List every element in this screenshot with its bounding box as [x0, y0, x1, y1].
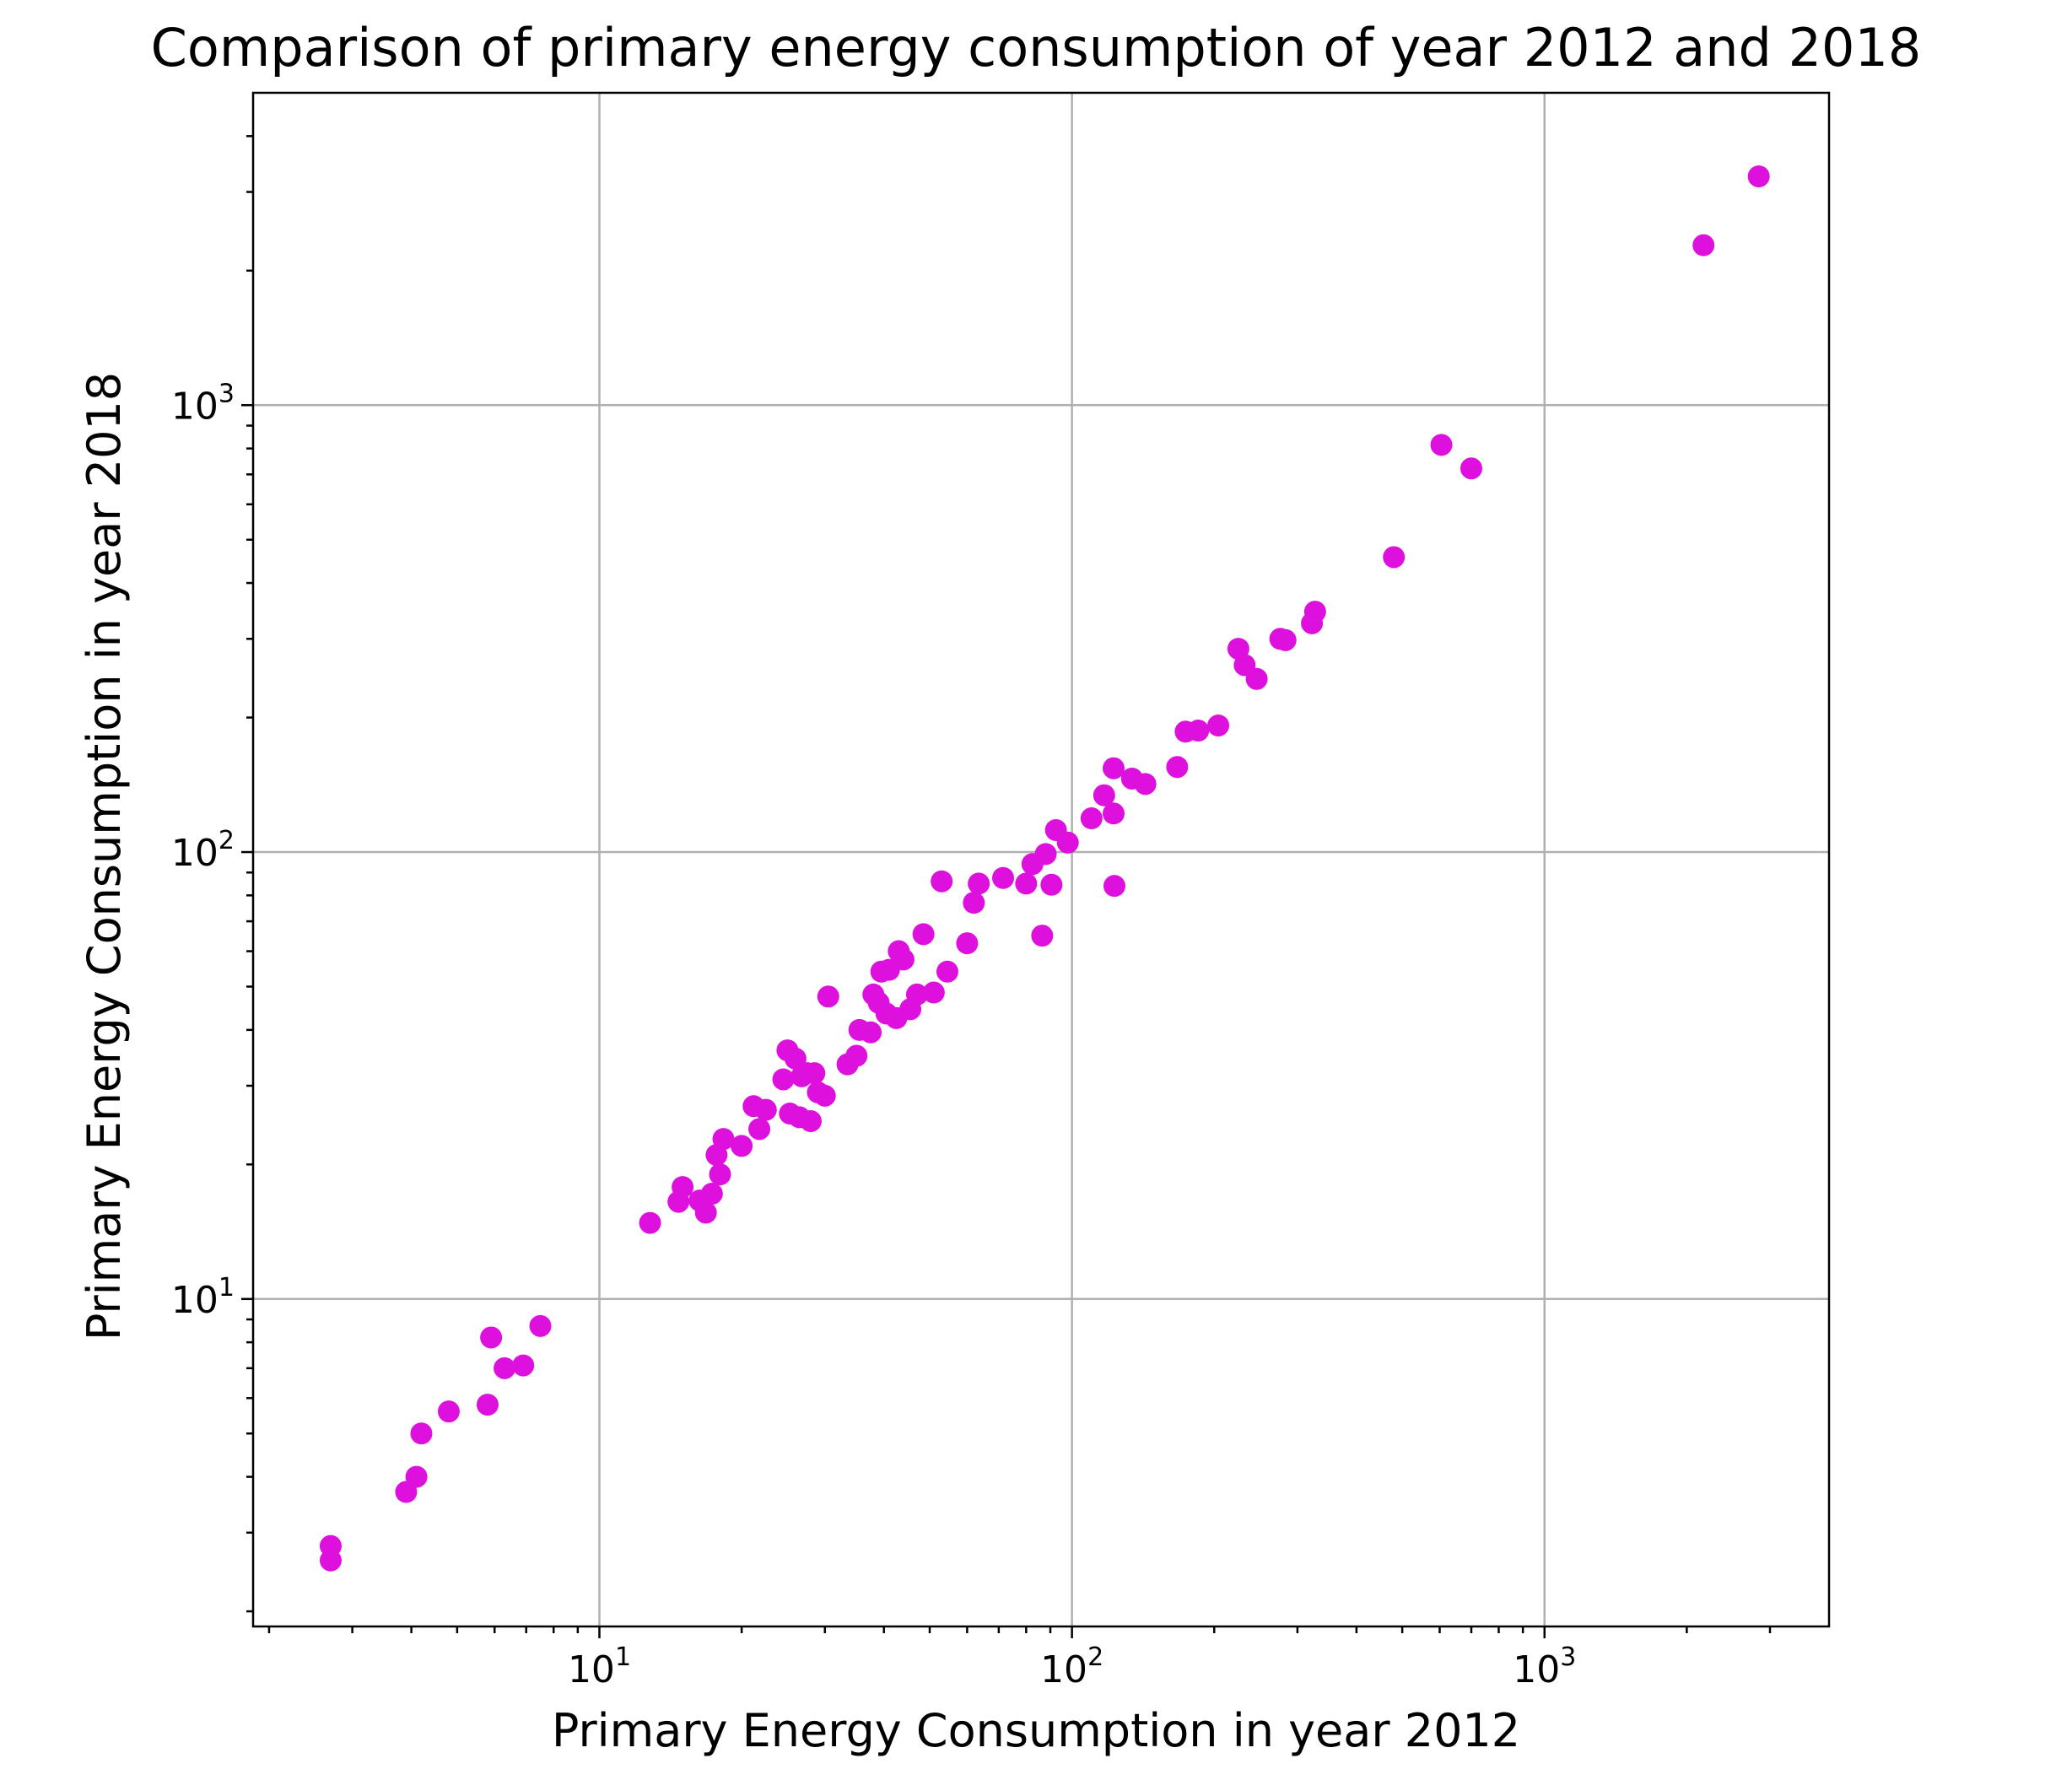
y-tick-exponent: 3: [219, 379, 235, 408]
x-tick-exponent: 3: [1560, 1642, 1576, 1672]
y-axis-label: Primary Energy Consumption in year 2018: [78, 372, 131, 1340]
x-axis-ticks: 101 102 103: [568, 1626, 1576, 1691]
data-point: [1015, 872, 1038, 895]
x-tick-label: 103: [1513, 1642, 1576, 1691]
data-point: [992, 866, 1015, 889]
data-point: [1747, 165, 1770, 188]
data-point: [813, 1084, 836, 1107]
data-point: [1166, 756, 1189, 779]
plot-frame: [251, 91, 1831, 1628]
data-point: [1187, 720, 1210, 742]
data-point: [709, 1163, 731, 1186]
y-tick-exponent: 1: [219, 1273, 235, 1303]
data-point: [817, 985, 839, 1008]
y-tick-exponent: 2: [219, 826, 235, 855]
data-point: [963, 892, 985, 914]
y-axis-ticks: 101 102 103: [171, 379, 253, 1322]
y-tick-label: 102: [171, 826, 235, 875]
x-tick-exponent: 2: [1087, 1642, 1103, 1672]
data-point: [731, 1135, 753, 1157]
data-point: [1102, 757, 1125, 779]
data-point: [860, 1021, 882, 1044]
data-point: [1692, 234, 1715, 256]
data-point: [1040, 873, 1063, 896]
data-point: [1080, 807, 1103, 830]
data-point: [672, 1176, 694, 1199]
chart-title: Comparison of primary energy consumption…: [151, 17, 1922, 78]
data-point: [319, 1549, 342, 1572]
data-point: [480, 1326, 503, 1349]
data-point: [1430, 434, 1453, 456]
data-point: [437, 1400, 460, 1423]
data-point: [1093, 784, 1115, 806]
data-points: [319, 165, 1770, 1572]
data-point: [1034, 843, 1057, 866]
data-point: [700, 1183, 723, 1206]
data-point: [892, 948, 915, 971]
minor-ticks: [246, 135, 1772, 1633]
data-point: [912, 923, 935, 946]
data-point: [512, 1354, 535, 1377]
data-point: [476, 1394, 499, 1416]
y-tick-label: 103: [171, 379, 235, 428]
data-point: [956, 932, 979, 955]
data-point: [1056, 831, 1079, 854]
data-point: [1103, 875, 1125, 898]
data-point: [494, 1357, 516, 1379]
data-point: [639, 1211, 661, 1234]
data-point: [529, 1314, 552, 1337]
data-point: [1383, 546, 1406, 569]
data-point: [1274, 628, 1297, 651]
data-point: [1031, 925, 1054, 947]
data-point: [1134, 773, 1157, 796]
data-point: [1303, 601, 1326, 623]
data-point: [772, 1068, 795, 1091]
data-point: [694, 1201, 717, 1224]
data-point: [905, 983, 928, 1006]
data-point: [1102, 802, 1125, 825]
data-point: [931, 870, 953, 893]
y-tick-label: 101: [171, 1273, 235, 1322]
data-point: [799, 1109, 822, 1132]
x-tick-exponent: 1: [615, 1642, 631, 1672]
data-point: [748, 1118, 771, 1141]
data-point: [936, 960, 958, 983]
data-point: [1460, 457, 1482, 480]
data-point: [754, 1098, 777, 1121]
data-point: [405, 1465, 428, 1488]
data-point: [922, 981, 945, 1004]
x-tick-label: 101: [568, 1642, 631, 1691]
x-axis-label: Primary Energy Consumption in year 2012: [552, 1704, 1520, 1757]
data-point: [410, 1422, 433, 1445]
data-point: [845, 1044, 868, 1067]
x-tick-label: 102: [1040, 1642, 1103, 1691]
data-point: [1207, 714, 1230, 736]
data-point: [1245, 667, 1268, 690]
data-point: [968, 872, 990, 895]
data-point: [803, 1062, 826, 1085]
data-point: [712, 1128, 735, 1151]
